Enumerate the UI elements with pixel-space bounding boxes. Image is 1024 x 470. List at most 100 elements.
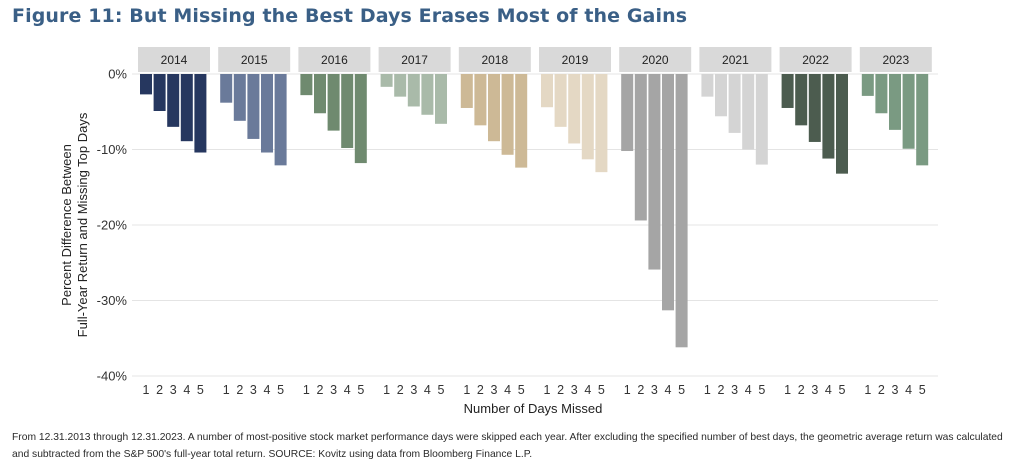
x-tick-label: 1 (704, 383, 711, 397)
bar (742, 74, 755, 150)
panel-year-label: 2014 (161, 53, 188, 67)
x-tick-label: 2 (557, 383, 564, 397)
bar (194, 74, 207, 153)
panel-2017: 2017 1 2 3 4 5 (378, 47, 451, 397)
bar (541, 74, 553, 108)
x-tick-label: 1 (784, 383, 791, 397)
figure-title: Figure 11: But Missing the Best Days Era… (12, 5, 688, 27)
bar (889, 74, 901, 130)
bar (140, 74, 152, 95)
bar (808, 74, 821, 142)
bar (581, 74, 594, 160)
x-tick-label: 5 (678, 383, 685, 397)
bar (247, 74, 260, 139)
panel-year-label: 2019 (562, 53, 589, 67)
bar (822, 74, 835, 159)
x-tick-label: 1 (223, 383, 230, 397)
x-tick-label: 2 (156, 383, 163, 397)
x-tick-label: 3 (892, 383, 899, 397)
bar (595, 74, 608, 173)
panel-2019: 2019 1 2 3 4 5 (539, 47, 611, 397)
panel-header (859, 47, 932, 72)
x-axis-label: Number of Days Missed (464, 401, 603, 416)
x-tick-label: 2 (236, 383, 243, 397)
y-tick-label: -40% (97, 369, 128, 384)
y-tick-label: 0% (108, 67, 127, 82)
panel-year-label: 2016 (321, 53, 348, 67)
x-tick-label: 4 (905, 383, 912, 397)
x-tick-label: 2 (477, 383, 484, 397)
bar (634, 74, 647, 221)
x-tick-label: 5 (518, 383, 525, 397)
panel-2020: 2020 1 2 3 4 5 (619, 47, 692, 397)
panel-2021: 2021 1 2 3 4 5 (699, 47, 772, 397)
x-tick-label: 1 (143, 383, 150, 397)
y-axis-label-line-2: Full-Year Return and Missing Top Days (75, 112, 90, 337)
bar (554, 74, 567, 127)
x-tick-label: 5 (438, 383, 445, 397)
footnote: From 12.31.2013 through 12.31.2023. A nu… (12, 432, 1003, 460)
panel-year-label: 2022 (802, 53, 829, 67)
bar (902, 74, 915, 149)
x-tick-label: 4 (504, 383, 511, 397)
bar (501, 74, 514, 155)
x-tick-label: 4 (584, 383, 591, 397)
x-tick-label: 3 (491, 383, 498, 397)
bar (662, 74, 674, 311)
panel-header (619, 47, 692, 72)
bar (795, 74, 808, 126)
bar (394, 74, 407, 97)
bar (421, 74, 434, 115)
bar (233, 74, 246, 121)
x-tick-label: 3 (651, 383, 658, 397)
bar (836, 74, 848, 174)
panel-header (699, 47, 772, 72)
y-tick-label: -30% (97, 293, 128, 308)
x-tick-label: 2 (718, 383, 725, 397)
x-tick-label: 5 (277, 383, 284, 397)
bar (861, 74, 874, 96)
bar (781, 74, 794, 108)
bar (488, 74, 500, 142)
panel-header (298, 47, 371, 72)
panel-2023: 2023 1 2 3 4 5 (859, 47, 932, 397)
x-tick-label: 2 (397, 383, 404, 397)
bar (300, 74, 313, 96)
x-tick-label: 5 (919, 383, 926, 397)
x-tick-label: 2 (637, 383, 644, 397)
panel-header (138, 47, 210, 72)
x-tick-label: 4 (264, 383, 271, 397)
y-tick-label: -20% (97, 218, 128, 233)
x-tick-label: 3 (250, 383, 257, 397)
x-tick-label: 2 (317, 383, 324, 397)
x-tick-label: 5 (357, 383, 364, 397)
x-tick-label: 4 (344, 383, 351, 397)
x-tick-label: 5 (197, 383, 204, 397)
x-tick-label: 1 (864, 383, 871, 397)
x-tick-label: 4 (665, 383, 672, 397)
x-tick-label: 3 (410, 383, 417, 397)
panel-header (539, 47, 611, 72)
x-tick-label: 5 (598, 383, 605, 397)
panel-2018: 2018 1 2 3 4 5 (458, 47, 531, 397)
bar (701, 74, 714, 97)
panel-header (218, 47, 291, 72)
x-tick-label: 1 (624, 383, 631, 397)
panel-header (779, 47, 852, 72)
x-tick-label: 3 (571, 383, 578, 397)
bar (648, 74, 661, 270)
bar (755, 74, 768, 165)
bar (568, 74, 581, 144)
bar (180, 74, 193, 142)
y-tick-label: -10% (97, 142, 128, 157)
bar (875, 74, 888, 114)
x-tick-label: 3 (811, 383, 818, 397)
x-tick-label: 1 (303, 383, 310, 397)
bar (435, 74, 447, 124)
x-tick-label: 1 (544, 383, 551, 397)
panel-2022: 2022 1 2 3 4 5 (779, 47, 852, 397)
x-tick-label: 4 (424, 383, 431, 397)
x-tick-label: 4 (825, 383, 832, 397)
